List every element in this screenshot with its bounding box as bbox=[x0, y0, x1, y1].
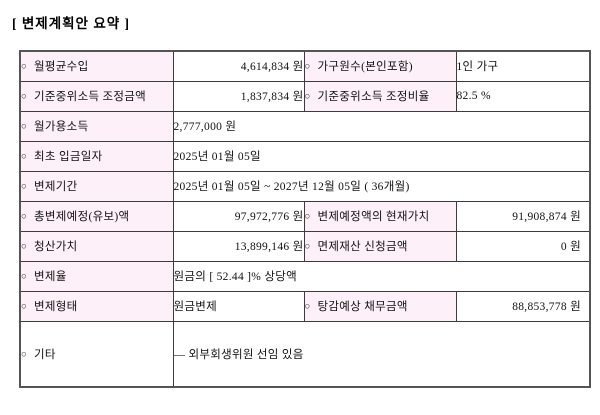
value-total-expected-repayment: 97,972,776 원 bbox=[172, 200, 305, 232]
value-median-income-adjust-ratio: 82.5 % bbox=[455, 80, 591, 112]
table-row-repayment-rate: ○ 변제율 원금의 [ 52.44 ]% 상당액 bbox=[19, 260, 591, 292]
label-text: 총변제예정(유보)액 bbox=[34, 211, 130, 223]
circle-bullet-icon: ○ bbox=[21, 122, 28, 132]
label-etc: ○ 기타 bbox=[19, 320, 174, 388]
table-row-liquidation-value: ○ 청산가치 13,899,146 원 ○ 면제재산 신청금액 0 원 bbox=[19, 230, 591, 262]
value-repayment-period: 2025년 01월 05일 ~ 2027년 12월 05일 ( 36개월) bbox=[172, 170, 591, 202]
label-text: 변제율 bbox=[34, 271, 67, 283]
value-repayment-type: 원금변제 bbox=[172, 290, 305, 322]
circle-bullet-icon: ○ bbox=[21, 272, 28, 282]
label-repayment-period: ○ 변제기간 bbox=[19, 170, 174, 202]
value-liquidation-value: 13,899,146 원 bbox=[172, 230, 305, 262]
circle-bullet-icon: ○ bbox=[21, 302, 28, 312]
label-text: 기준중위소득 조정금액 bbox=[34, 91, 147, 103]
label-total-expected-repayment: ○ 총변제예정(유보)액 bbox=[19, 200, 174, 232]
label-text: 변제예정액의 현재가치 bbox=[317, 211, 430, 223]
circle-bullet-icon: ○ bbox=[304, 212, 311, 222]
circle-bullet-icon: ○ bbox=[21, 62, 28, 73]
page-title: [ 변제계획안 요약 ] bbox=[12, 16, 131, 31]
table-row-etc: ○ 기타 — 외부회생위원 선임 있음 bbox=[19, 320, 591, 388]
value-household-members: 1인 가구 bbox=[455, 50, 591, 82]
value-etc: — 외부회생위원 선임 있음 bbox=[172, 320, 591, 388]
label-monthly-average-income: ○ 월평균수입 bbox=[19, 50, 174, 82]
label-first-deposit-date: ○ 최초 입금일자 bbox=[19, 140, 174, 172]
value-median-income-adjusted-amount: 1,837,834 원 bbox=[172, 80, 305, 112]
circle-bullet-icon: ○ bbox=[21, 92, 28, 102]
circle-bullet-icon: ○ bbox=[21, 349, 28, 360]
table-row-monthly-disposable-income: ○ 월가용소득 2,777,000 원 bbox=[19, 110, 591, 142]
label-present-value-of-repayment: ○ 변제예정액의 현재가치 bbox=[303, 200, 457, 232]
label-text: 월가용소득 bbox=[34, 121, 89, 133]
label-repayment-type: ○ 변제형태 bbox=[19, 290, 174, 322]
circle-bullet-icon: ○ bbox=[304, 302, 311, 312]
table-row-median-income-adjusted-amount: ○ 기준중위소득 조정금액 1,837,834 원 ○ 기준중위소득 조정비율 82… bbox=[19, 80, 591, 112]
table-row-repayment-period: ○ 변제기간 2025년 01월 05일 ~ 2027년 12월 05일 ( 36… bbox=[19, 170, 591, 202]
table-row-repayment-type: ○ 변제형태 원금변제 ○ 탕감예상 채무금액 88,853,778 원 bbox=[19, 290, 591, 322]
table-row-monthly-average-income: ○ 월평균수입 4,614,834 원 ○ 가구원수(본인포함) 1인 가구 bbox=[19, 50, 591, 82]
table-row-total-expected-repayment: ○ 총변제예정(유보)액 97,972,776 원 ○ 변제예정액의 현재가치 91… bbox=[19, 200, 591, 232]
label-expected-forgiven-debt: ○ 탕감예상 채무금액 bbox=[303, 290, 457, 322]
label-repayment-rate: ○ 변제율 bbox=[19, 260, 174, 292]
label-text: 가구원수(본인포함) bbox=[317, 61, 413, 74]
label-text: 탕감예상 채무금액 bbox=[317, 301, 408, 313]
label-text: 기준중위소득 조정비율 bbox=[317, 91, 430, 103]
label-text: 최초 입금일자 bbox=[34, 151, 103, 163]
label-exempt-property-request: ○ 면제재산 신청금액 bbox=[303, 230, 457, 262]
label-text: 월평균수입 bbox=[34, 61, 89, 74]
circle-bullet-icon: ○ bbox=[304, 242, 311, 252]
label-monthly-disposable-income: ○ 월가용소득 bbox=[19, 110, 174, 142]
value-monthly-disposable-income: 2,777,000 원 bbox=[172, 110, 591, 142]
circle-bullet-icon: ○ bbox=[21, 152, 28, 162]
value-repayment-rate: 원금의 [ 52.44 ]% 상당액 bbox=[172, 260, 591, 292]
label-text: 면제재산 신청금액 bbox=[317, 241, 408, 253]
circle-bullet-icon: ○ bbox=[21, 242, 28, 252]
value-first-deposit-date: 2025년 01월 05일 bbox=[172, 140, 591, 172]
circle-bullet-icon: ○ bbox=[21, 212, 28, 222]
value-monthly-average-income: 4,614,834 원 bbox=[172, 50, 305, 82]
label-median-income-adjust-ratio: ○ 기준중위소득 조정비율 bbox=[303, 80, 457, 112]
label-text: 기타 bbox=[34, 348, 56, 361]
circle-bullet-icon: ○ bbox=[304, 62, 311, 73]
summary-table: ○ 월평균수입 4,614,834 원 ○ 가구원수(본인포함) 1인 가구 ○ 기준… bbox=[19, 50, 591, 388]
value-exempt-property-request: 0 원 bbox=[455, 230, 591, 262]
label-text: 변제형태 bbox=[34, 301, 78, 313]
value-present-value-of-repayment: 91,908,874 원 bbox=[455, 200, 591, 232]
label-text: 청산가치 bbox=[34, 241, 78, 253]
circle-bullet-icon: ○ bbox=[304, 92, 311, 102]
table-row-first-deposit-date: ○ 최초 입금일자 2025년 01월 05일 bbox=[19, 140, 591, 172]
value-expected-forgiven-debt: 88,853,778 원 bbox=[455, 290, 591, 322]
circle-bullet-icon: ○ bbox=[21, 182, 28, 192]
label-median-income-adjusted-amount: ○ 기준중위소득 조정금액 bbox=[19, 80, 174, 112]
label-liquidation-value: ○ 청산가치 bbox=[19, 230, 174, 262]
label-household-members: ○ 가구원수(본인포함) bbox=[303, 50, 457, 82]
label-text: 변제기간 bbox=[34, 181, 78, 193]
